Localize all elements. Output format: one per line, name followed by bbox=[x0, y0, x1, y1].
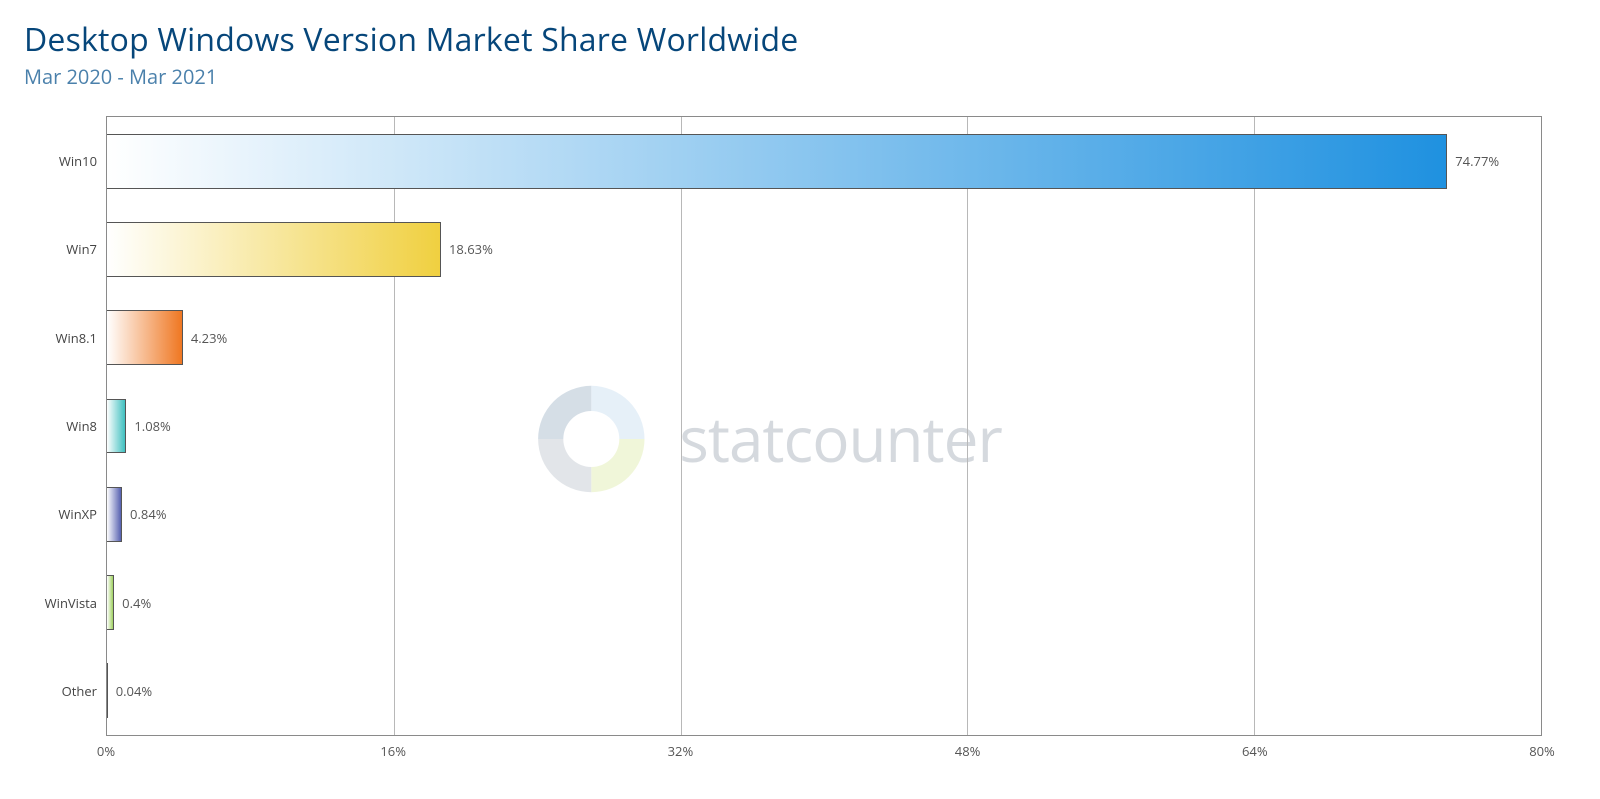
bar-row: Win718.63% bbox=[107, 222, 1541, 277]
category-label: WinVista bbox=[45, 594, 97, 612]
chart-header: Desktop Windows Version Market Share Wor… bbox=[0, 0, 1600, 98]
category-label: Other bbox=[62, 682, 97, 700]
bar-value-label: 18.63% bbox=[449, 240, 493, 258]
x-tick-label: 64% bbox=[1242, 742, 1268, 760]
bar-row: Win1074.77% bbox=[107, 134, 1541, 189]
category-label: Win10 bbox=[59, 152, 97, 170]
x-tick-label: 48% bbox=[955, 742, 981, 760]
chart-title: Desktop Windows Version Market Share Wor… bbox=[24, 18, 1576, 61]
x-tick-label: 80% bbox=[1529, 742, 1555, 760]
category-label: Win7 bbox=[66, 240, 97, 258]
bar-value-label: 1.08% bbox=[134, 417, 170, 435]
x-tick-label: 32% bbox=[668, 742, 694, 760]
bar-row: WinVista0.4% bbox=[107, 575, 1541, 630]
bar bbox=[107, 399, 126, 454]
bar-row: Other0.04% bbox=[107, 663, 1541, 718]
bar bbox=[107, 487, 122, 542]
category-label: Win8.1 bbox=[55, 329, 97, 347]
bar-value-label: 0.4% bbox=[122, 594, 151, 612]
category-label: WinXP bbox=[58, 505, 97, 523]
bar bbox=[107, 134, 1447, 189]
bar-row: Win81.08% bbox=[107, 399, 1541, 454]
bar-value-label: 0.04% bbox=[116, 682, 152, 700]
bar bbox=[107, 663, 108, 718]
bar-value-label: 0.84% bbox=[130, 505, 166, 523]
bar bbox=[107, 222, 441, 277]
bar-row: WinXP0.84% bbox=[107, 487, 1541, 542]
bar-row: Win8.14.23% bbox=[107, 310, 1541, 365]
plot-area: Win1074.77% Win718.63% Win8.14.23% Win81.08… bbox=[106, 116, 1542, 736]
category-label: Win8 bbox=[66, 417, 97, 435]
chart-subtitle: Mar 2020 - Mar 2021 bbox=[24, 63, 1576, 90]
bar-value-label: 74.77% bbox=[1455, 152, 1499, 170]
chart-container: statcounter Win1074.77%Win718.63%Win8.14… bbox=[28, 116, 1572, 776]
bar-value-label: 4.23% bbox=[191, 329, 227, 347]
x-tick-label: 16% bbox=[380, 742, 406, 760]
bar bbox=[107, 575, 114, 630]
x-tick-label: 0% bbox=[97, 742, 115, 760]
x-axis: 0%16%32%48%64%80% bbox=[106, 736, 1542, 776]
bar bbox=[107, 310, 183, 365]
